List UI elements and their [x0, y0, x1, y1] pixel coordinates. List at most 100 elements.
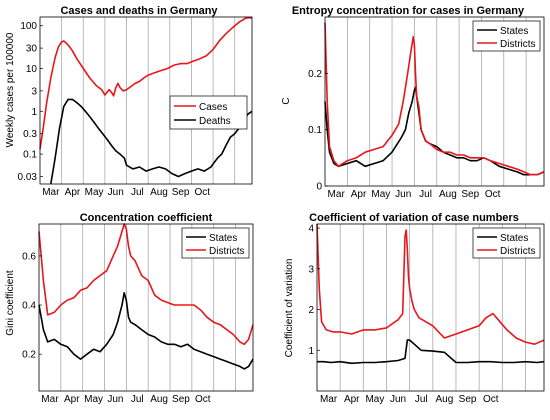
legend-box — [181, 227, 250, 259]
x-tick-label: Apr — [351, 189, 367, 200]
plot-frame — [39, 16, 253, 185]
panel-title: Cases and deaths in Germany — [60, 5, 218, 17]
x-tick-label: May — [84, 394, 103, 405]
x-tick-label: Mar — [320, 394, 338, 405]
x-tick-label: Aug — [150, 394, 168, 405]
series-lines — [38, 223, 254, 370]
panel-title: Coefficient of variation of case numbers — [309, 212, 519, 224]
legend-box — [169, 95, 248, 130]
y-tick-label: 1 — [31, 107, 37, 118]
x-tick-label: Jul — [131, 394, 144, 405]
y-tick-label: 0.2 — [308, 69, 322, 80]
panel-coefficient-variation: Coefficient of variation of case numbers… — [284, 212, 545, 405]
y-tick-label: 0.3 — [23, 129, 37, 140]
x-tick-label: Mar — [41, 394, 59, 405]
y-tick-label: 0.1 — [23, 150, 37, 161]
x-tick-label: Mar — [42, 187, 60, 198]
legend-label-states: States — [209, 233, 237, 244]
y-tick-labels: 1 2 3 4 — [308, 224, 320, 357]
y-tick-label: 0.4 — [22, 301, 36, 312]
x-tick-label: May — [85, 187, 104, 198]
y-tick-label: 4 — [308, 224, 314, 235]
series-lines — [316, 223, 545, 365]
legend-box — [472, 20, 541, 52]
x-tick-label: Oct — [483, 394, 499, 405]
legend-label-states: States — [500, 26, 528, 37]
legend-label-cases: Cases — [199, 102, 227, 113]
panel-title: Entropy concentration for cases in Germa… — [292, 5, 525, 17]
x-tick-label: Sep — [172, 394, 190, 405]
x-tick-label: Oct — [195, 394, 211, 405]
legend: States Districts — [181, 227, 250, 259]
legend-label-states: States — [500, 233, 528, 244]
y-axis-label: Weekly cases per 100000 — [5, 32, 16, 147]
series-lines — [39, 16, 253, 185]
y-axis-label: C — [281, 97, 292, 104]
plot-frame — [324, 16, 545, 187]
x-tick-label: Apr — [344, 394, 360, 405]
x-tick-label: Jul — [419, 189, 432, 200]
x-tick-label: Sep — [461, 189, 479, 200]
x-tick-label: Oct — [194, 187, 210, 198]
x-tick-label: Apr — [65, 187, 81, 198]
y-tick-label: 0 — [316, 182, 322, 193]
legend-label-districts: Districts — [209, 246, 245, 257]
legend-box — [472, 227, 541, 259]
panel-concentration: Concentration coefficient Gini coefficie… — [5, 212, 254, 405]
plot-frame — [38, 223, 254, 392]
y-axis-label: Gini coefficient — [5, 270, 16, 336]
legend-label-districts: Districts — [500, 246, 536, 257]
legend-label-deaths: Deaths — [199, 116, 231, 127]
x-tick-label: Sep — [459, 394, 477, 405]
plot-frame — [316, 223, 545, 392]
series-line-districts — [316, 223, 545, 346]
y-tick-label: 0.1 — [308, 125, 322, 136]
series-lines — [324, 22, 545, 176]
x-tick-labels: Mar Apr May Jun Jul Aug Sep Oct — [320, 394, 499, 405]
y-tick-label: 1 — [308, 346, 314, 357]
y-tick-labels: 0 0.1 0.2 — [308, 69, 328, 193]
y-tick-label: 30 — [26, 44, 38, 55]
x-tick-label: Jul — [415, 394, 428, 405]
x-tick-label: Jun — [108, 187, 124, 198]
x-tick-label: Apr — [64, 394, 80, 405]
y-tick-label: 100 — [20, 21, 37, 32]
x-tick-label: Oct — [485, 189, 501, 200]
y-tick-labels: 0.03 0.1 0.3 1 3 10 30 100 — [18, 21, 43, 183]
x-tick-label: Jun — [395, 189, 411, 200]
panel-cases-deaths: Cases and deaths in Germany Weekly cases… — [5, 5, 253, 198]
x-tick-label: Aug — [435, 394, 453, 405]
y-tick-label: 0.6 — [22, 251, 36, 262]
x-tick-labels: Mar Apr May Jun Jul Aug Sep Oct — [41, 394, 210, 405]
y-tick-label: 0.03 — [18, 172, 38, 183]
x-tick-label: Jun — [390, 394, 406, 405]
series-line-states — [317, 339, 545, 365]
series-line-states — [38, 291, 254, 370]
x-tick-label: Aug — [439, 189, 457, 200]
legend: States Districts — [472, 20, 541, 52]
series-line-cases — [39, 16, 253, 150]
x-tick-label: Jun — [107, 394, 123, 405]
legend-label-districts: Districts — [500, 39, 536, 50]
legend: States Districts — [472, 227, 541, 259]
y-axis-label: Coefficient of variation — [284, 259, 295, 358]
x-tick-labels: Mar Apr May Jun Jul Aug Sep Oct — [42, 187, 210, 198]
series-line-districts — [38, 223, 254, 346]
x-tick-labels: Mar Apr May Jun Jul Aug Sep Oct — [328, 189, 501, 200]
x-tick-label: Jul — [131, 187, 144, 198]
y-tick-labels: 0.2 0.4 0.6 — [22, 251, 42, 361]
series-line-deaths — [50, 98, 253, 185]
x-tick-label: Aug — [150, 187, 168, 198]
x-tick-label: May — [371, 189, 390, 200]
y-tick-label: 2 — [308, 305, 314, 316]
x-tick-label: Mar — [328, 189, 346, 200]
x-tick-label: Sep — [172, 187, 190, 198]
y-tick-label: 3 — [31, 86, 37, 97]
series-line-districts — [324, 22, 545, 176]
panel-entropy: Entropy concentration for cases in Germa… — [281, 5, 545, 200]
x-tick-label: May — [365, 394, 384, 405]
panel-title: Concentration coefficient — [80, 212, 213, 224]
legend: Cases Deaths — [169, 95, 248, 130]
